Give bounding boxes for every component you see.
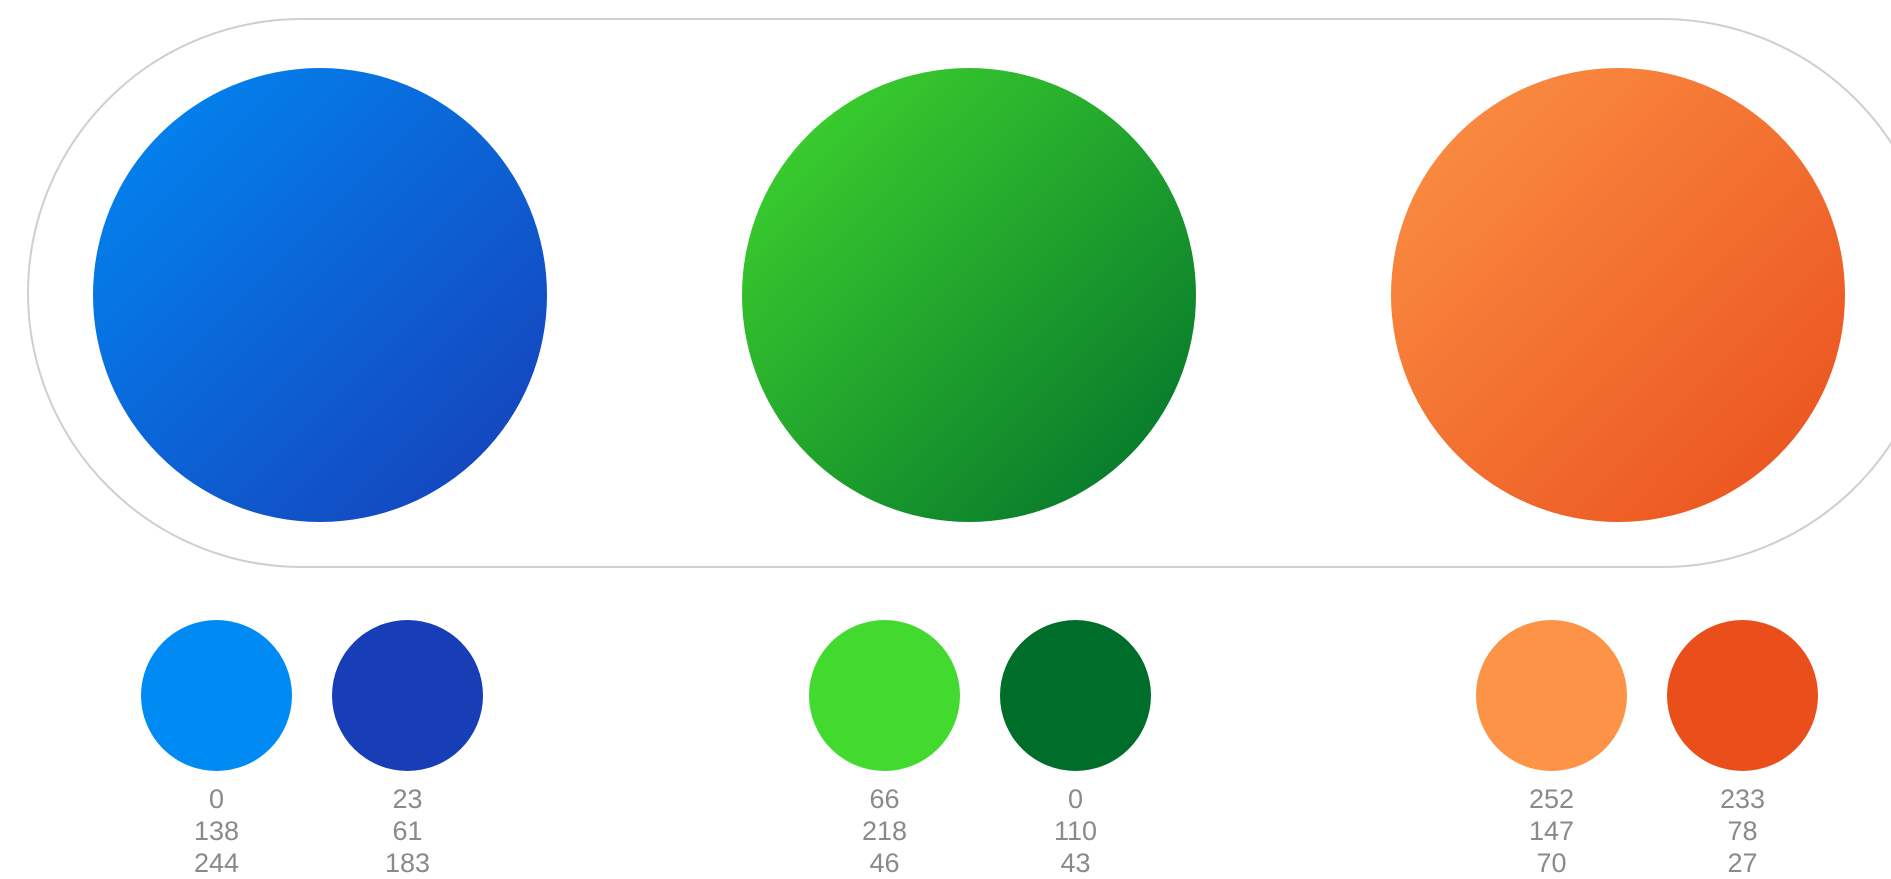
orange-gradient-swatch (1391, 68, 1845, 522)
gradient-showcase-frame (27, 18, 1891, 568)
orange-start-rgb-label: 252 147 70 (1476, 783, 1627, 879)
red-value: 252 (1528, 784, 1575, 814)
blue-value: 183 (384, 848, 431, 878)
blue-value: 70 (1536, 848, 1567, 878)
blue-value: 244 (193, 848, 240, 878)
blue-value: 43 (1060, 848, 1091, 878)
orange-start-color-swatch (1476, 620, 1627, 771)
green-end-color-swatch (1000, 620, 1151, 771)
blue-gradient-swatch (93, 68, 547, 522)
blue-start-color-swatch (141, 620, 292, 771)
orange-end-color-swatch (1667, 620, 1818, 771)
green-value: 61 (392, 816, 423, 846)
red-value: 23 (392, 784, 423, 814)
green-value: 218 (861, 816, 908, 846)
blue-value: 46 (869, 848, 900, 878)
red-value: 233 (1719, 784, 1766, 814)
blue-end-rgb-label: 23 61 183 (332, 783, 483, 879)
green-value: 110 (1053, 816, 1098, 846)
green-value: 138 (193, 816, 240, 846)
green-start-rgb-label: 66 218 46 (809, 783, 960, 879)
green-end-rgb-label: 0 110 43 (1000, 783, 1151, 879)
green-start-color-swatch (809, 620, 960, 771)
blue-end-color-swatch (332, 620, 483, 771)
blue-value: 27 (1727, 848, 1758, 878)
green-value: 147 (1528, 816, 1575, 846)
green-gradient-swatch (742, 68, 1196, 522)
green-value: 78 (1727, 816, 1758, 846)
red-value: 0 (1067, 784, 1084, 814)
orange-end-rgb-label: 233 78 27 (1667, 783, 1818, 879)
red-value: 66 (869, 784, 900, 814)
red-value: 0 (208, 784, 225, 814)
blue-start-rgb-label: 0 138 244 (141, 783, 292, 879)
